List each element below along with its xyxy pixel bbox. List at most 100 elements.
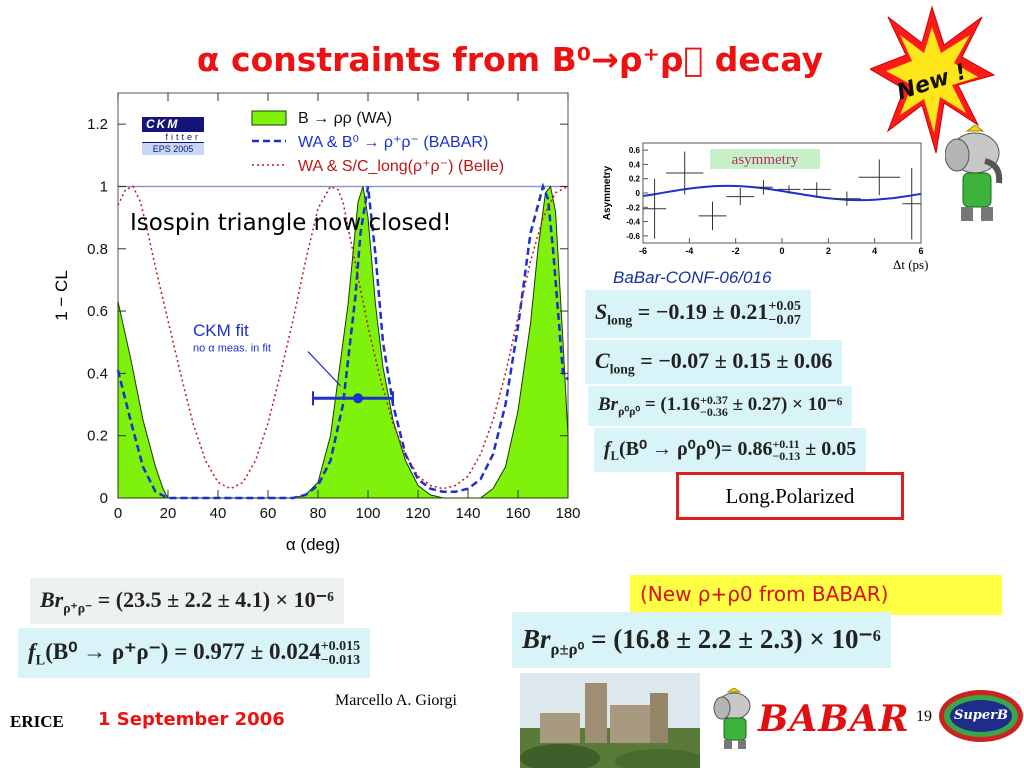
superb-logo-text: SuperB: [950, 700, 1012, 732]
y-tick-label: 0: [100, 490, 108, 507]
fl00-lhs: f: [604, 438, 611, 460]
br-rhopmrho0-equation: Brρ±ρ⁰ = (16.8 ± 2.2 ± 2.3) × 10⁻⁶: [512, 612, 891, 668]
ckmfitter-logo: CKM fitter EPS 2005: [142, 117, 204, 155]
ckm-fit-point: [353, 393, 363, 404]
ckm-logo-line3: EPS 2005: [142, 143, 204, 155]
br00-sub: ρ⁰ρ⁰: [618, 404, 641, 418]
x-axis-label: α (deg): [286, 535, 340, 554]
ckm-fit-pointer: [307, 351, 341, 387]
isospin-annotation: Isospin triangle now closed!: [130, 210, 452, 236]
flpm-up: +0.015: [320, 638, 361, 654]
x-tick-label: 0: [114, 505, 122, 522]
inset-label: asymmetry: [732, 152, 799, 168]
brpm-sub: ρ⁺ρ⁻: [63, 600, 93, 616]
ckm-logo-line2: fitter: [142, 132, 204, 143]
inset-x-tick-label: 4: [872, 246, 877, 256]
castle-photo: [520, 673, 700, 768]
brp0-sub: ρ±ρ⁰: [550, 639, 585, 659]
fl00-value: (B⁰ → ρ⁰ρ⁰)= 0.86: [618, 438, 773, 460]
y-tick-label: 1: [100, 178, 108, 195]
s-long-lhs: S: [595, 299, 608, 324]
x-tick-label: 40: [210, 505, 227, 522]
ckm-fit-label: CKM fit: [193, 321, 249, 340]
slide-title: α constraints from B⁰→ρ⁺ρ  decay: [196, 40, 824, 79]
inset-x-tick-label: -4: [685, 246, 693, 256]
brpm-value: = (23.5 ± 2.2 ± 4.1) × 10⁻⁶: [92, 587, 334, 612]
s-long-sub: long: [607, 312, 633, 328]
fl-rhoprhom-equation: fL(B⁰ → ρ⁺ρ⁻) = 0.977 ± 0.024 +0.015 −0.01…: [18, 628, 371, 678]
br00-value: = (1.16: [640, 394, 701, 415]
y-tick-label: 0.8: [87, 241, 108, 258]
fl00-value2: ± 0.05: [800, 438, 857, 460]
y-tick-label: 0.6: [87, 303, 108, 320]
inset-x-tick-label: -6: [639, 246, 647, 256]
fl-rho0rho0-equation: fL(B⁰ → ρ⁰ρ⁰)= 0.86 +0.11 −0.13 ± 0.05: [594, 428, 867, 472]
fl00-sub: L: [610, 449, 619, 463]
s-long-value: = −0.19 ± 0.21: [632, 299, 769, 324]
flpm-lhs: f: [28, 639, 36, 664]
legend-label-1: WA & B⁰ → ρ⁺ρ⁻ (BABAR): [298, 134, 488, 151]
x-tick-label: 120: [405, 505, 430, 522]
inset-x-tick-label: -2: [732, 246, 740, 256]
babar-mascot-icon: [713, 688, 751, 749]
inset-x-label: Δt (ps): [893, 257, 928, 272]
c-long-value: = −0.07 ± 0.15 ± 0.06: [634, 348, 833, 373]
inset-y-tick-label: 0.4: [629, 160, 641, 169]
legend-label-0: B → ρρ (WA): [298, 110, 392, 127]
br00-up: +0.37: [700, 392, 728, 407]
br00-lhs: Br: [598, 394, 619, 415]
x-tick-label: 140: [455, 505, 480, 522]
legend-swatch-wa: [251, 110, 287, 126]
x-tick-label: 20: [160, 505, 177, 522]
inset-x-tick-label: 0: [779, 246, 784, 256]
series-babar-line: [116, 182, 569, 500]
flpm-dn: −0.013: [320, 652, 361, 668]
inset-x-tick-label: 6: [918, 246, 923, 256]
inset-y-tick-label: 0.2: [629, 175, 641, 184]
inset-y-tick-label: -0.2: [626, 203, 640, 212]
fl00-dn: −0.13: [772, 449, 801, 464]
brpm-lhs: Br: [40, 587, 64, 612]
y-tick-label: 1.2: [87, 116, 108, 133]
y-tick-label: 0.2: [87, 428, 108, 445]
superb-logo: SuperB: [939, 690, 1023, 742]
x-tick-label: 80: [310, 505, 327, 522]
inset-y-tick-label: -0.4: [626, 218, 640, 227]
babar-logo-text: BABAR: [758, 698, 910, 740]
x-tick-label: 60: [260, 505, 277, 522]
y-axis-label: 1 − CL: [52, 270, 71, 321]
new-babar-highlight: [630, 575, 1002, 615]
y-tick-label: 0.4: [87, 365, 108, 382]
asymmetry-inset-plot: 0.6 0.4 0.2 0 -0.2 -0.4 -0.6 -6 -4 -2 0 2 4 6 Asymmetr…: [602, 142, 928, 272]
babar-elephant-icon: [945, 125, 1003, 221]
br-rho0rho0-equation: Brρ⁰ρ⁰ = (1.16 +0.37 −0.36 ± 0.27) × 10⁻⁶: [588, 386, 853, 426]
flpm-sub: L: [35, 652, 46, 669]
c-long-lhs: C: [595, 348, 610, 373]
new-starburst-icon: New !: [870, 5, 995, 154]
inset-fit-curve: [642, 184, 922, 202]
footer-date: 1 September 2006: [98, 709, 285, 730]
babar-conf-reference: BaBar-CONF-06/016: [613, 268, 771, 288]
inset-x-tick-label: 2: [826, 246, 831, 256]
s-long-dn: −0.07: [768, 312, 801, 328]
c-long-sub: long: [609, 361, 635, 377]
new-babar-text: (New ρ+ρ0 from BABAR): [640, 582, 889, 606]
x-tick-label: 160: [505, 505, 530, 522]
s-long-equation: Slong = −0.19 ± 0.21 +0.05 −0.07: [585, 290, 811, 338]
x-tick-label: 100: [355, 505, 380, 522]
fl00-up: +0.11: [772, 437, 800, 452]
br-rhoprhom-equation: Brρ⁺ρ⁻ = (23.5 ± 2.2 ± 4.1) × 10⁻⁶: [30, 578, 344, 624]
series-belle-line: [117, 185, 569, 490]
br00-value2: ± 0.27) × 10⁻⁶: [727, 394, 843, 415]
inset-y-label: Asymmetry: [602, 165, 613, 220]
brp0-value: = (16.8 ± 2.2 ± 2.3) × 10⁻⁶: [584, 624, 881, 654]
s-long-up: +0.05: [768, 298, 801, 314]
x-tick-label: 180: [555, 505, 580, 522]
inset-y-tick-label: 0: [636, 189, 641, 198]
footer-author: Marcello A. Giorgi: [335, 692, 457, 709]
alpha-cl-chart: CKM fit no α meas. in fit 0 20 40 60 80 100 120…: [52, 92, 581, 554]
page-number: 19: [916, 708, 932, 725]
legend-label-2: WA & S/C_long(ρ⁺ρ⁻) (Belle): [298, 158, 504, 175]
br00-dn: −0.36: [700, 404, 728, 419]
long-polarized-box: Long.Polarized: [676, 472, 904, 520]
